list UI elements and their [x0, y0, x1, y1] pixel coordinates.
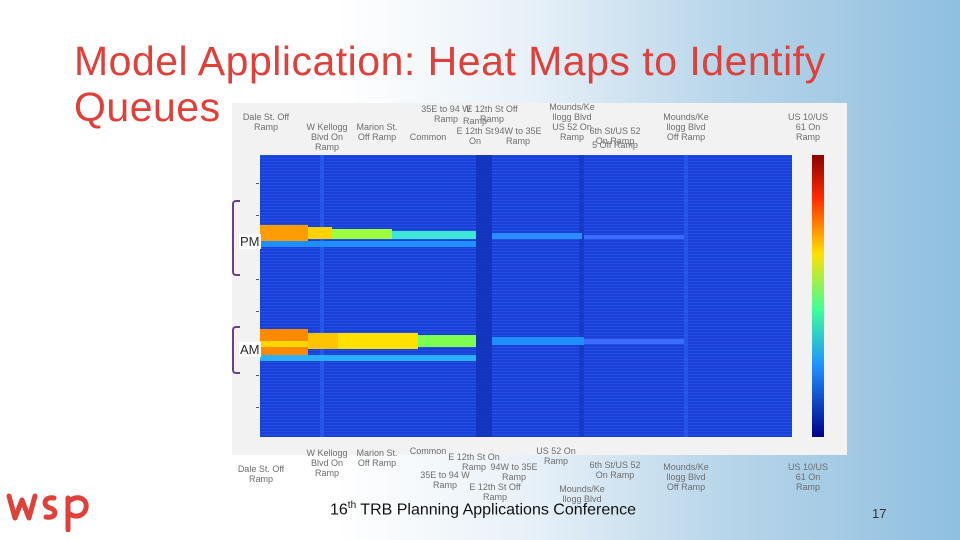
heat-cell-am: [338, 333, 418, 349]
heat-cell-pm: [584, 235, 684, 239]
heat-cell-am: [584, 339, 684, 344]
heat-map-area: [260, 155, 792, 437]
conference-footer: 16th TRB Planning Applications Conferenc…: [330, 500, 636, 519]
am-label: AM: [239, 342, 261, 357]
bottom-label-common: Common: [409, 446, 447, 456]
top-label-94w-to-35e: 94W to 35E Ramp: [494, 126, 542, 146]
color-scale-bar: [812, 155, 824, 437]
heat-cell-pm: [392, 231, 476, 239]
bottom-label-e12th-on: E 12th St On Ramp: [448, 452, 500, 472]
bottom-label-6th-st: 6th St/US 52 On Ramp: [589, 460, 641, 480]
heat-cell-pm: [260, 241, 476, 247]
pm-label: PM: [239, 234, 261, 249]
heat-cell-am: [418, 335, 476, 347]
heat-cell-am: [260, 341, 308, 347]
bottom-label-w-kellogg: W Kellogg Blvd On Ramp: [306, 448, 348, 478]
heat-band: [320, 155, 324, 437]
bottom-label-mounds: Mounds/Ke llogg Blvd: [559, 484, 605, 504]
slide-title: Model Application: Heat Maps to Identify…: [74, 38, 826, 130]
top-label-35e-to-94w: 35E to 94 W Ramp: [421, 104, 471, 124]
top-label-us10: US 10/US 61 On Ramp: [787, 112, 829, 142]
bottom-label-94w-to-35e: 94W to 35E Ramp: [490, 462, 538, 482]
top-label-mounds-us52: Mounds/Ke llogg Blvd US 52 On Ramp: [549, 102, 595, 142]
top-label-w-kellogg: W Kellogg Blvd On Ramp: [306, 122, 348, 152]
heat-cell-am: [308, 333, 338, 349]
top-label-common: Common: [409, 132, 447, 142]
heat-band: [684, 155, 688, 437]
top-label-marion-st: Marion St. Off Ramp: [356, 122, 398, 142]
top-label-dale-st: Dale St. Off Ramp: [242, 112, 290, 132]
heat-cell-am: [492, 337, 584, 345]
heat-cell-pm: [260, 225, 308, 241]
wsp-logo: [6, 493, 89, 532]
heat-cell-pm: [332, 229, 392, 239]
heat-cell-am: [260, 355, 476, 361]
bottom-label-us10: US 10/US 61 On Ramp: [787, 462, 829, 492]
top-label-e12th-on: Ramp E 12th St On: [456, 116, 494, 146]
heat-cell-pm: [308, 227, 332, 239]
top-label-5-off: 5 Off Ramp: [592, 140, 638, 150]
bottom-label-marion-st: Marion St. Off Ramp: [356, 448, 398, 468]
am-bracket: [232, 326, 240, 374]
page-number: 17: [872, 506, 887, 521]
bottom-label-35e-to-94w: 35E to 94 W Ramp: [420, 470, 470, 490]
bottom-label-dale-st: Dale St. Off Ramp: [237, 464, 285, 484]
bottom-label-e12th-off: E 12th St Off Ramp: [469, 482, 521, 502]
top-label-e12th-off: E 12th St Off Ramp: [466, 104, 518, 124]
y-axis-ticks: [256, 183, 259, 408]
top-label-mounds-off: Mounds/Ke llogg Blvd Off Ramp: [663, 112, 709, 142]
heat-band: [579, 155, 584, 437]
pm-bracket: [232, 200, 240, 276]
conference-ordinal: 16: [330, 501, 348, 519]
heat-map-svg: [256, 155, 824, 437]
heat-map-figure: [232, 103, 847, 455]
top-label-6th-st: 6th St/US 52 On Ramp: [589, 126, 641, 146]
heat-cell-pm: [492, 233, 582, 239]
conference-suffix: th: [347, 500, 357, 511]
bottom-label-us52-on: US 52 On Ramp: [536, 446, 576, 466]
heat-band: [476, 155, 492, 437]
bottom-label-mounds-off: Mounds/Ke llogg Blvd Off Ramp: [663, 462, 709, 492]
conference-name: TRB Planning Applications Conference: [356, 501, 637, 519]
